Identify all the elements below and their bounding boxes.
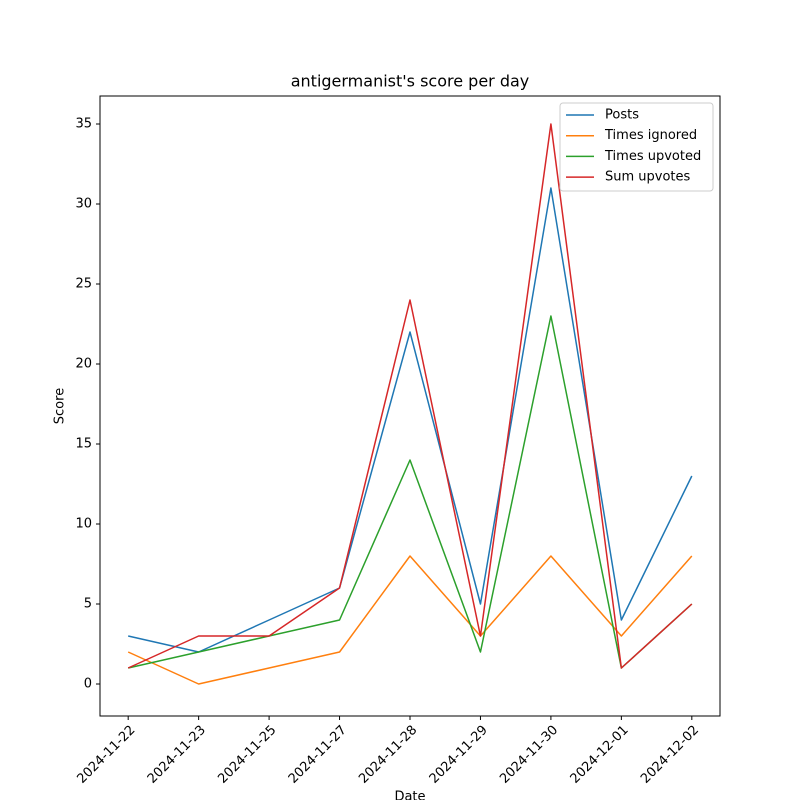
- legend-label: Times upvoted: [604, 149, 701, 164]
- line-series: [128, 187, 693, 653]
- legend-box: [559, 102, 714, 192]
- y-tick-label: 10: [75, 517, 92, 532]
- line-series: [128, 315, 693, 669]
- y-tick-label: 0: [84, 677, 92, 692]
- x-axis-label: Date: [394, 790, 425, 800]
- legend-label: Posts: [605, 108, 639, 123]
- y-tick-label: 25: [75, 277, 92, 292]
- y-tick-label: 35: [75, 117, 92, 132]
- y-axis-label: Score: [53, 388, 68, 424]
- legend-label: Times ignored: [604, 128, 697, 143]
- y-tick-label: 5: [84, 597, 92, 612]
- y-tick-label: 20: [75, 357, 92, 372]
- y-tick-label: 15: [75, 437, 92, 452]
- line-series: [127, 123, 693, 669]
- legend-label: Sum upvotes: [605, 170, 691, 185]
- line-series: [127, 555, 693, 685]
- y-tick-label: 30: [75, 197, 92, 212]
- chart-title: antigermanist's score per day: [291, 72, 530, 91]
